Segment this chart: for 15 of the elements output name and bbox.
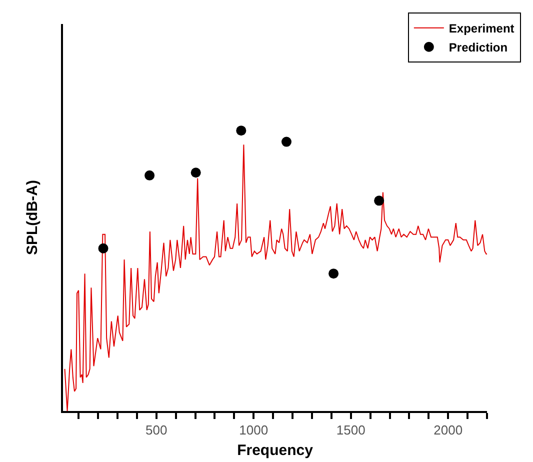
x-tick-label: 500: [146, 422, 168, 438]
point: [236, 126, 246, 136]
point: [374, 196, 384, 206]
point: [190, 168, 201, 178]
legend-label: Experiment: [448, 22, 514, 36]
point: [144, 170, 155, 180]
x-tick-label: 1500: [336, 422, 366, 438]
x-axis-title: Frequency: [237, 442, 314, 460]
point: [281, 136, 292, 147]
x-tick-label: 2000: [434, 422, 463, 438]
point: [98, 243, 108, 254]
legend-label: Prediction: [448, 40, 508, 55]
x-tick-label: 1000: [239, 422, 268, 438]
y-axis-title: SPL(dB-A): [24, 180, 41, 255]
point: [328, 268, 339, 279]
